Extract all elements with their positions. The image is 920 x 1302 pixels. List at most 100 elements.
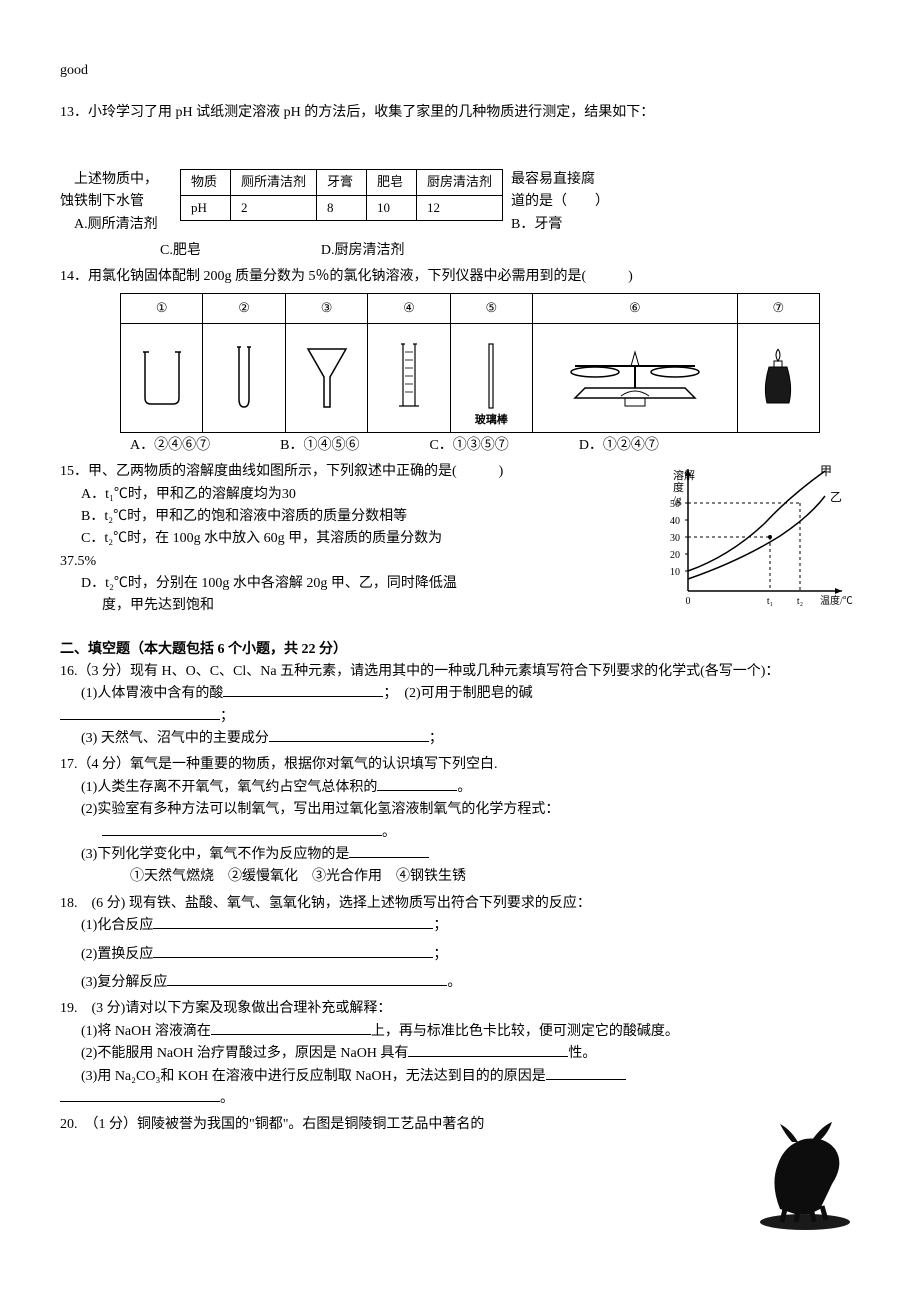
q18-s1: ； <box>433 918 447 933</box>
th-toilet: 厕所清洁剂 <box>231 169 317 195</box>
question-14: 14．用氯化钠固体配制 200g 质量分数为 5％的氯化钠溶液，下列仪器中必需用… <box>60 266 860 457</box>
q13-wrap-right: 最容易直接腐 道的是（ ） B．牙膏 <box>503 169 609 236</box>
question-19: 19. (3 分)请对以下方案及现象做出合理补充或解释： (1)将 NaOH 溶… <box>60 998 860 1110</box>
q13-right-line2: 道的是（ ） <box>511 191 609 213</box>
q17-stem: 17.（4 分）氧气是一种重要的物质，根据你对氧气的认识填写下列空白. <box>60 754 860 776</box>
yaxis-unit: /g <box>673 494 682 506</box>
q18-p2: (2)置换反应 <box>81 947 153 962</box>
q14-opt-d: D．①②④⑦ <box>579 435 659 457</box>
xaxis-label: 温度/℃ <box>820 594 853 607</box>
ytick-10: 10 <box>670 567 680 578</box>
q18-blank-2 <box>153 944 433 958</box>
q19-p2b: 性。 <box>568 1046 596 1061</box>
th-kitchen: 厨房清洁剂 <box>417 169 503 195</box>
q16-part3: (3) 天然气、沼气中的主要成分 ； <box>60 728 860 750</box>
apparatus-2: ② <box>203 294 285 432</box>
apparatus-7: ⑦ <box>738 294 819 432</box>
q19-p3a: (3)用 Na₂CO₃和 KOH 在溶液中进行反应制取 NaOH，无法达到目的的… <box>81 1069 546 1084</box>
q19-blank-3a <box>546 1066 626 1080</box>
q13-left-line1: 上述物质中， <box>60 169 180 191</box>
q18-blank-1 <box>153 915 433 929</box>
q14-stem: 14．用氯化钠固体配制 200g 质量分数为 5％的氯化钠溶液，下列仪器中必需用… <box>60 266 860 288</box>
th-substance: 物质 <box>181 169 231 195</box>
apparatus-4: ④ <box>368 294 450 432</box>
q14-opt-b: B．①④⑤⑥ <box>280 435 359 457</box>
test-tube-icon <box>203 324 284 432</box>
q18-s3: 。 <box>447 975 461 990</box>
q19-part3: (3)用 Na₂CO₃和 KOH 在溶液中进行反应制取 NaOH，无法达到目的的… <box>60 1066 860 1088</box>
yaxis-label-1: 溶解 <box>673 468 695 482</box>
q16-part2: ； <box>60 706 860 728</box>
q16-blank-1 <box>223 683 383 697</box>
question-20: 20. （1 分）铜陵被誉为我国的"铜都"。右图是铜陵铜工艺品中著名的 <box>60 1114 860 1234</box>
q16-p1b: ； (2)可用于制肥皂的碱 <box>383 686 532 701</box>
q14-apparatus-panel: ① ② ③ ④ <box>120 293 820 433</box>
q18-s2: ； <box>433 947 447 962</box>
q16-p2: ； <box>220 709 234 724</box>
q19-blank-1 <box>211 1021 371 1035</box>
q19-p1b: 上，再与标准比色卡比较，便可测定它的酸碱度。 <box>371 1024 679 1039</box>
q13-right-line3: B．牙膏 <box>511 214 609 236</box>
curve-jia <box>688 471 825 571</box>
apparatus-3: ③ <box>286 294 368 432</box>
ap-num-6: ⑥ <box>533 294 737 324</box>
q16-blank-3 <box>269 728 429 742</box>
q19-part1: (1)将 NaOH 溶液滴在上，再与标准比色卡比较，便可测定它的酸碱度。 <box>60 1021 860 1043</box>
glass-rod-icon: 玻璃棒 <box>451 324 532 432</box>
q18-stem: 18. (6 分) 现有铁、盐酸、氧气、氢氧化钠，选择上述物质写出符合下列要求的… <box>60 893 860 915</box>
q17-blank-3 <box>349 844 429 858</box>
td-ph-2: 2 <box>231 195 317 221</box>
q13-options-cd: C.肥皂 D.厨房清洁剂 <box>160 240 860 262</box>
q17-blank-line: 。 <box>60 822 860 844</box>
q18-p1: (1)化合反应 <box>81 918 153 933</box>
ytick-40: 40 <box>670 516 680 527</box>
bronze-ox-figure <box>750 1114 860 1234</box>
intersection-point <box>768 535 772 539</box>
q17-part1: (1)人类生存离不开氧气，氧气约占空气总体积的 。 <box>60 777 860 799</box>
ap-num-5: ⑤ <box>451 294 532 324</box>
label-yi: 乙 <box>830 490 842 504</box>
q18-part2: (2)置换反应 ； <box>60 944 860 966</box>
q17-blank-1 <box>377 777 457 791</box>
q14-options: A．②④⑥⑦ B．①④⑤⑥ C．①③⑤⑦ D．①②④⑦ <box>130 435 860 457</box>
q13-left-line3: A.厕所清洁剂 <box>60 214 180 236</box>
question-15: 10 20 30 40 50 t₁ t₂ 甲 乙 溶解 <box>60 461 860 634</box>
q17-p1a: (1)人类生存离不开氧气，氧气约占空气总体积的 <box>81 780 377 795</box>
th-soap: 肥皂 <box>367 169 417 195</box>
th-toothpaste: 牙膏 <box>317 169 367 195</box>
q13-table-wrap: 上述物质中， 蚀铁制下水管 A.厕所清洁剂 物质 厕所清洁剂 牙膏 肥皂 厨房清… <box>60 169 860 236</box>
q13-ph-table: 物质 厕所清洁剂 牙膏 肥皂 厨房清洁剂 pH 2 8 10 12 <box>180 169 503 222</box>
yaxis-label-2: 度 <box>673 480 684 494</box>
graduated-cylinder-icon <box>368 324 449 432</box>
q16-p1a: (1)人体胃液中含有的酸 <box>81 686 223 701</box>
q16-p3b: ； <box>429 731 443 746</box>
page-header-note: good <box>60 60 860 82</box>
ap-num-3: ③ <box>286 294 367 324</box>
q19-part3-cont: 。 <box>60 1088 860 1110</box>
ap-num-4: ④ <box>368 294 449 324</box>
xtick-t1: t₁ <box>767 596 773 607</box>
q17-p3a: (3)下列化学变化中，氧气不作为反应物的是 <box>81 847 349 862</box>
xtick-t2: t₂ <box>797 596 803 607</box>
table-row: pH 2 8 10 12 <box>181 195 503 221</box>
balance-scale-icon <box>533 324 737 432</box>
q16-p3a: (3) 天然气、沼气中的主要成分 <box>81 731 269 746</box>
q17-p1b: 。 <box>457 780 471 795</box>
q17-part2: (2)实验室有多种方法可以制氧气，写出用过氧化氢溶液制氧气的化学方程式： <box>60 799 860 821</box>
td-ph-8: 8 <box>317 195 367 221</box>
apparatus-5: ⑤ 玻璃棒 <box>451 294 533 432</box>
q14-opt-c: C．①③⑤⑦ <box>429 435 508 457</box>
ap-num-1: ① <box>121 294 202 324</box>
label-jia: 甲 <box>820 464 832 478</box>
glass-rod-label: 玻璃棒 <box>475 412 508 430</box>
q19-stem: 19. (3 分)请对以下方案及现象做出合理补充或解释： <box>60 998 860 1020</box>
q17-blank-2 <box>102 822 382 836</box>
origin-zero: 0 <box>686 596 691 607</box>
ap-num-7: ⑦ <box>738 294 819 324</box>
q13-wrap-left: 上述物质中， 蚀铁制下水管 A.厕所清洁剂 <box>60 169 180 236</box>
q19-part2: (2)不能服用 NaOH 治疗胃酸过多，原因是 NaOH 具有性。 <box>60 1043 860 1065</box>
q15-solubility-chart: 10 20 30 40 50 t₁ t₂ 甲 乙 溶解 <box>670 461 860 624</box>
q16-blank-2 <box>60 706 220 720</box>
funnel-icon <box>286 324 367 432</box>
apparatus-1: ① <box>121 294 203 432</box>
